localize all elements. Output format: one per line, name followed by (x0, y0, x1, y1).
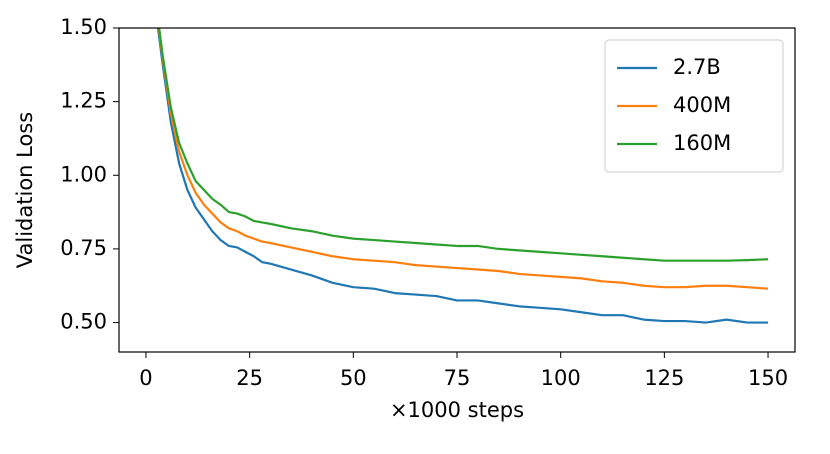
y-tick-label: 0.75 (60, 236, 107, 260)
plot-area (156, 28, 769, 324)
legend-box (604, 39, 784, 173)
x-tick-label: 0 (139, 366, 152, 390)
y-tick-label: 1.25 (60, 89, 107, 113)
y-tick-label: 1.00 (60, 162, 107, 186)
x-tick-label: 150 (748, 366, 788, 390)
series-line (158, 28, 769, 262)
x-tick-label: 100 (541, 366, 581, 390)
legend-label: 400M (673, 93, 731, 117)
legend-label: 160M (673, 131, 731, 155)
legend-label: 2.7B (673, 55, 721, 79)
series-line (157, 28, 769, 290)
x-axis-label: ×1000 steps (390, 398, 524, 422)
x-tick-label: 50 (340, 366, 367, 390)
y-tick-label: 1.50 (60, 15, 107, 39)
x-tick-label: 75 (444, 366, 471, 390)
x-tick-label: 25 (236, 366, 263, 390)
y-axis-label: Validation Loss (13, 112, 37, 268)
series-line (156, 28, 769, 324)
y-tick-label: 0.50 (60, 310, 107, 334)
x-tick-label: 125 (644, 366, 684, 390)
